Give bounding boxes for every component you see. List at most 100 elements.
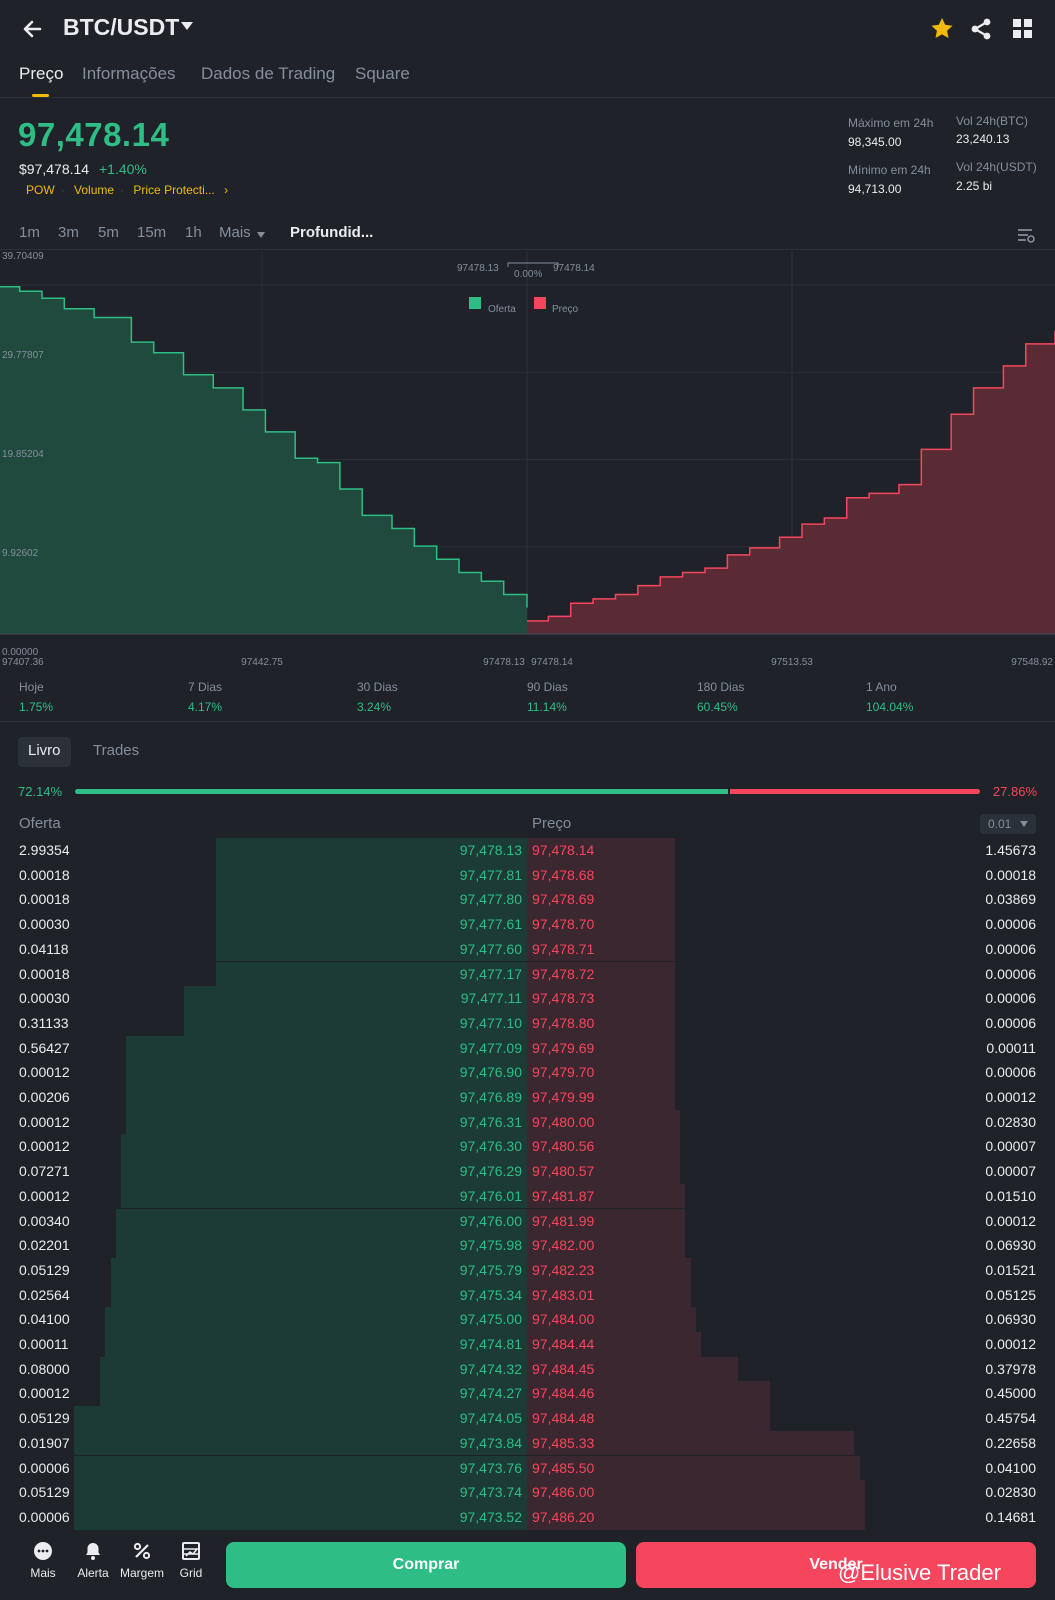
order-book-row[interactable]: 0.02564 97,475.34 97,483.01 0.05125 bbox=[0, 1282, 1055, 1308]
interval-15m[interactable]: 15m bbox=[137, 224, 167, 241]
nav-margin[interactable]: Margem bbox=[119, 1540, 165, 1580]
buy-button[interactable]: Comprar bbox=[226, 1542, 626, 1588]
order-book-row[interactable]: 0.00006 97,473.52 97,486.20 0.14681 bbox=[0, 1504, 1055, 1530]
perf-7d: 7 Dias 4.17% bbox=[188, 680, 223, 714]
bid-amount: 0.00006 bbox=[19, 1508, 70, 1525]
interval-depth[interactable]: Profundid... bbox=[290, 224, 374, 241]
tab-livro[interactable]: Livro bbox=[18, 737, 71, 767]
order-book-row[interactable]: 0.00206 97,476.89 97,479.99 0.00012 bbox=[0, 1085, 1055, 1110]
vol-usdt-label: Vol 24h(USDT) bbox=[956, 160, 1037, 174]
ask-depth-bar bbox=[527, 1060, 675, 1085]
nav-grid[interactable]: Grid bbox=[168, 1540, 214, 1580]
bid-depth-bar bbox=[184, 1010, 527, 1036]
bid-depth-bar bbox=[121, 1159, 527, 1184]
sell-button[interactable]: Vender bbox=[636, 1542, 1036, 1588]
ask-depth-bar bbox=[527, 1282, 691, 1308]
interval-1h[interactable]: 1h bbox=[185, 224, 202, 241]
order-book-row[interactable]: 0.00018 97,477.17 97,478.72 0.00006 bbox=[0, 961, 1055, 987]
order-book-row[interactable]: 0.01907 97,473.84 97,485.33 0.22658 bbox=[0, 1430, 1055, 1456]
bid-depth-bar bbox=[100, 1381, 527, 1407]
order-book-row[interactable]: 0.05129 97,473.74 97,486.00 0.02830 bbox=[0, 1480, 1055, 1505]
order-book-row[interactable]: 0.05129 97,474.05 97,484.48 0.45754 bbox=[0, 1406, 1055, 1431]
bid-amount: 0.00030 bbox=[19, 990, 70, 1007]
interval-3m[interactable]: 3m bbox=[58, 224, 79, 241]
ask-price: 97,485.33 bbox=[532, 1434, 595, 1451]
bid-amount: 0.08000 bbox=[19, 1360, 70, 1377]
chevron-down-icon[interactable] bbox=[181, 22, 193, 30]
bid-price: 97,478.13 bbox=[459, 842, 522, 858]
bid-price: 97,475.79 bbox=[459, 1261, 522, 1278]
bid-amount: 0.05129 bbox=[19, 1410, 70, 1427]
back-arrow-icon[interactable] bbox=[18, 12, 52, 46]
order-book-row[interactable]: 0.00012 97,476.90 97,479.70 0.00006 bbox=[0, 1060, 1055, 1085]
order-book-row[interactable]: 0.00012 97,474.27 97,484.46 0.45000 bbox=[0, 1381, 1055, 1407]
order-book-row[interactable]: 0.07271 97,476.29 97,480.57 0.00007 bbox=[0, 1159, 1055, 1184]
high-24h-value: 98,345.00 bbox=[848, 135, 902, 149]
order-book-row[interactable]: 0.00030 97,477.61 97,478.70 0.00006 bbox=[0, 912, 1055, 937]
order-book-row[interactable]: 0.00340 97,476.00 97,481.99 0.00012 bbox=[0, 1208, 1055, 1234]
order-book-row[interactable]: 0.00030 97,477.11 97,478.73 0.00006 bbox=[0, 986, 1055, 1011]
tag-price-protection[interactable]: Price Protecti... bbox=[133, 183, 215, 197]
ask-price: 97,481.87 bbox=[532, 1187, 595, 1204]
share-icon[interactable] bbox=[966, 14, 996, 44]
ask-amount: 0.01510 bbox=[985, 1187, 1036, 1204]
interval-5m[interactable]: 5m bbox=[98, 224, 119, 241]
x-tick-label: 97478.13 bbox=[483, 657, 525, 668]
ask-depth-bar bbox=[527, 1257, 691, 1283]
order-book-row[interactable]: 0.00006 97,473.76 97,485.50 0.04100 bbox=[0, 1455, 1055, 1481]
order-book-row[interactable]: 2.99354 97,478.13 97,478.14 1.45673 bbox=[0, 838, 1055, 863]
tag-pow[interactable]: POW bbox=[26, 183, 55, 197]
vol-btc-label: Vol 24h(BTC) bbox=[956, 114, 1029, 128]
ask-amount: 0.00006 bbox=[985, 965, 1036, 982]
bid-depth-bar bbox=[73, 1480, 527, 1505]
order-book-row[interactable]: 0.04100 97,475.00 97,484.00 0.06930 bbox=[0, 1307, 1055, 1332]
chart-settings-icon[interactable] bbox=[1016, 226, 1036, 249]
nav-alert[interactable]: Alerta bbox=[70, 1540, 116, 1580]
bid-amount: 0.05129 bbox=[19, 1261, 70, 1278]
order-book-row[interactable]: 0.00011 97,474.81 97,484.44 0.00012 bbox=[0, 1332, 1055, 1357]
order-book-row[interactable]: 0.00012 97,476.01 97,481.87 0.01510 bbox=[0, 1183, 1055, 1209]
bid-price: 97,473.74 bbox=[459, 1484, 522, 1501]
pair-selector[interactable]: BTC/USDT bbox=[63, 14, 180, 40]
x-tick-label: 97513.53 bbox=[771, 657, 813, 668]
nav-more[interactable]: Mais bbox=[20, 1540, 66, 1580]
bid-price: 97,473.76 bbox=[459, 1459, 522, 1476]
ask-price: 97,482.00 bbox=[532, 1237, 595, 1254]
last-price: 97,478.14 bbox=[18, 116, 170, 153]
order-book-row[interactable]: 0.04118 97,477.60 97,478.71 0.00006 bbox=[0, 936, 1055, 962]
order-book-row[interactable]: 0.00012 97,476.30 97,480.56 0.00007 bbox=[0, 1134, 1055, 1160]
ask-depth-bar bbox=[527, 1332, 702, 1357]
bid-price: 97,477.81 bbox=[459, 866, 522, 883]
order-book-row[interactable]: 0.05129 97,475.79 97,482.23 0.01521 bbox=[0, 1257, 1055, 1283]
bid-amount: 0.04118 bbox=[19, 940, 69, 957]
ask-depth-bar bbox=[527, 1430, 855, 1456]
tab-dados-trading[interactable]: Dados de Trading bbox=[201, 64, 336, 83]
order-book-row[interactable]: 0.31133 97,477.10 97,478.80 0.00006 bbox=[0, 1010, 1055, 1036]
order-book-row[interactable]: 0.00018 97,477.80 97,478.69 0.03869 bbox=[0, 887, 1055, 913]
order-book-row[interactable]: 0.00018 97,477.81 97,478.68 0.00018 bbox=[0, 862, 1055, 888]
precision-dropdown[interactable]: 0.01 bbox=[980, 814, 1036, 834]
tag-list: POW · Volume · Price Protecti... › bbox=[26, 183, 229, 197]
interval-1m[interactable]: 1m bbox=[19, 224, 40, 241]
chevron-down-icon[interactable] bbox=[257, 232, 265, 238]
bid-amount: 0.00340 bbox=[19, 1212, 70, 1229]
tab-informacoes[interactable]: Informações bbox=[82, 64, 176, 83]
depth-chart[interactable]: 39.70409 29.77807 19.85204 9.92602 0.00000 9… bbox=[0, 251, 1055, 671]
star-icon[interactable] bbox=[927, 14, 957, 44]
tab-trades[interactable]: Trades bbox=[93, 742, 140, 759]
tab-preco[interactable]: Preço bbox=[19, 64, 64, 83]
bid-depth-bar bbox=[126, 1035, 527, 1061]
grid-apps-icon[interactable] bbox=[1008, 14, 1038, 44]
chevron-right-icon[interactable]: › bbox=[224, 183, 229, 197]
tab-square[interactable]: Square bbox=[355, 64, 410, 83]
order-book-row[interactable]: 0.02201 97,475.98 97,482.00 0.06930 bbox=[0, 1233, 1055, 1258]
ask-amount: 0.04100 bbox=[985, 1459, 1036, 1476]
ask-amount: 0.00012 bbox=[985, 1089, 1036, 1105]
bid-price: 97,476.29 bbox=[459, 1163, 522, 1180]
tag-volume[interactable]: Volume bbox=[74, 183, 115, 197]
ask-price: 97,478.72 bbox=[532, 965, 595, 982]
order-book-row[interactable]: 0.00012 97,476.31 97,480.00 0.02830 bbox=[0, 1109, 1055, 1135]
interval-more[interactable]: Mais bbox=[219, 224, 251, 241]
order-book-row[interactable]: 0.08000 97,474.32 97,484.45 0.37978 bbox=[0, 1356, 1055, 1382]
order-book-row[interactable]: 0.56427 97,477.09 97,479.69 0.00011 bbox=[0, 1035, 1055, 1061]
